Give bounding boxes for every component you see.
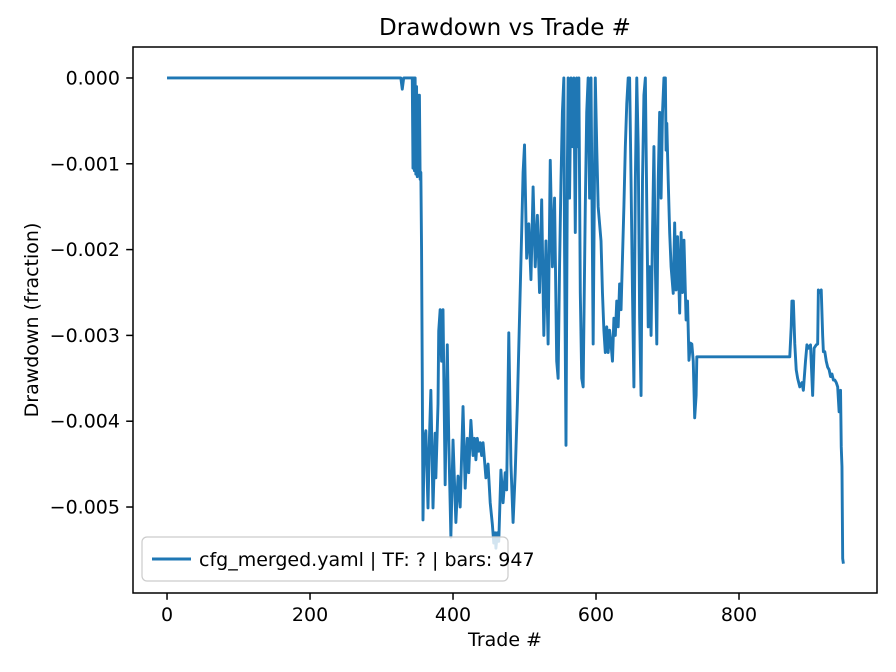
- legend-label: cfg_merged.yaml | TF: ? | bars: 947: [199, 549, 535, 571]
- x-tick-label: 200: [292, 604, 328, 626]
- x-tick-label: 400: [435, 604, 471, 626]
- x-tick-label: 600: [578, 604, 614, 626]
- x-tick-label: 0: [161, 604, 173, 626]
- drawdown-line-series: [167, 76, 845, 564]
- y-tick-label: −0.003: [50, 325, 120, 347]
- y-tick-label: 0.000: [66, 67, 120, 89]
- y-tick-label: −0.005: [50, 497, 120, 519]
- plot-area: [133, 47, 877, 593]
- y-tick-label: −0.001: [50, 153, 120, 175]
- axes-spines: [132, 46, 878, 594]
- y-tick-label: −0.004: [50, 411, 120, 433]
- chart-title: Drawdown vs Trade #: [379, 15, 631, 41]
- y-axis-ticks: 0.000 −0.001 −0.002 −0.003 −0.004 −0.005: [50, 67, 133, 519]
- x-axis-label: Trade #: [467, 629, 542, 651]
- x-axis-ticks: 0 200 400 600 800: [161, 593, 757, 626]
- x-tick-label: 800: [721, 604, 757, 626]
- y-axis-label: Drawdown (fraction): [21, 223, 43, 418]
- y-tick-label: −0.002: [50, 239, 120, 261]
- legend-frame: [141, 536, 509, 582]
- legend: cfg_merged.yaml | TF: ? | bars: 947: [141, 536, 535, 582]
